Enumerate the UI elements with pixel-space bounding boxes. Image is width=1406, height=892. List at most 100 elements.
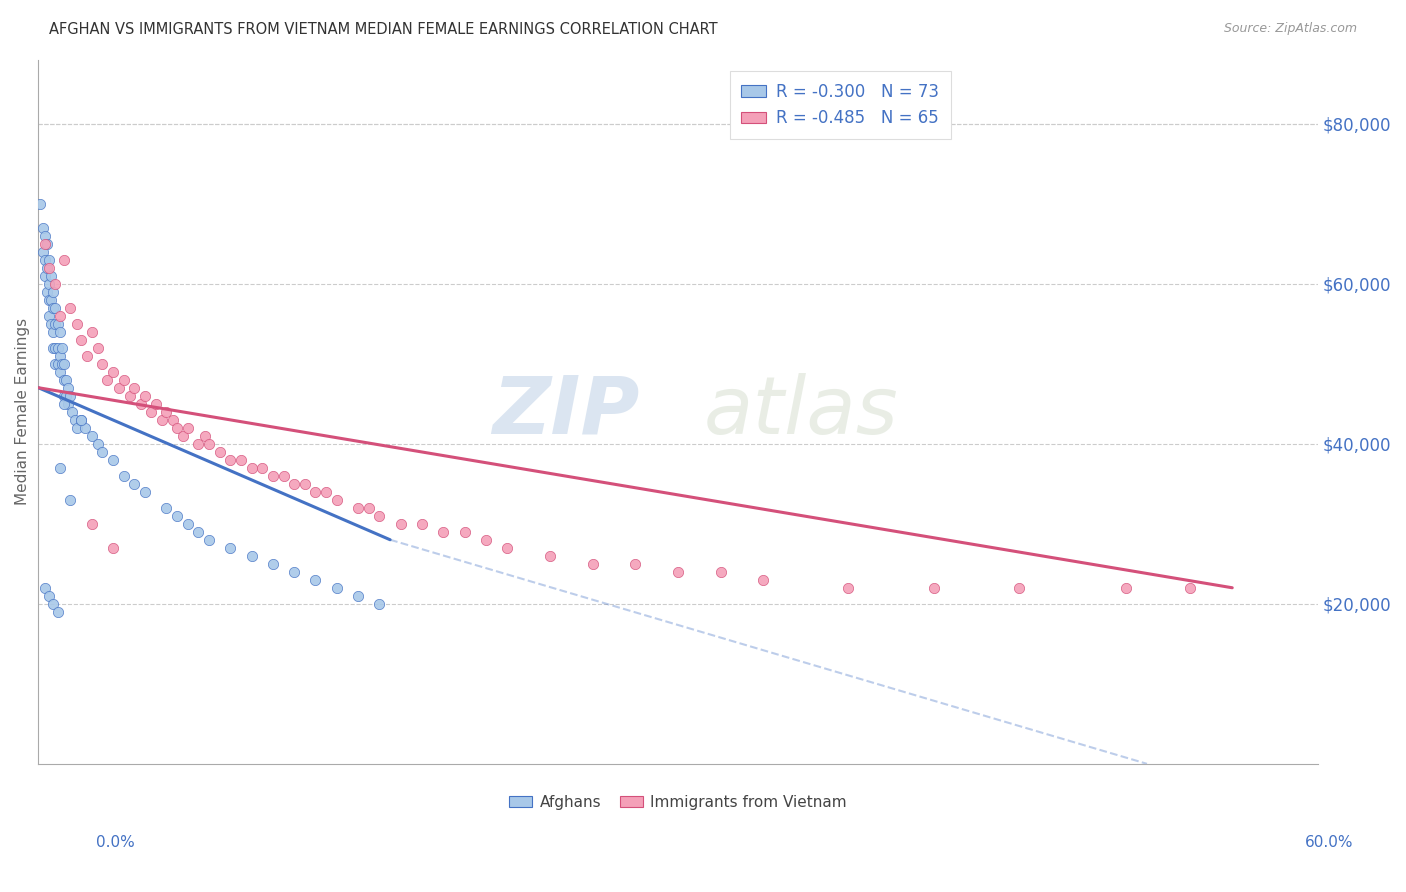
Point <box>347 500 370 515</box>
Point <box>91 357 114 371</box>
Point <box>48 349 70 363</box>
Point <box>75 420 97 434</box>
Point <box>51 341 73 355</box>
Point <box>108 381 131 395</box>
Point <box>66 420 89 434</box>
Point <box>34 268 56 283</box>
Point <box>134 389 156 403</box>
Point <box>219 541 242 555</box>
Point <box>155 405 177 419</box>
Point <box>262 557 284 571</box>
Point <box>208 444 231 458</box>
Point <box>538 549 561 563</box>
Point <box>52 252 75 267</box>
Point <box>454 524 477 539</box>
Point <box>122 476 145 491</box>
Point <box>52 373 75 387</box>
Point <box>922 581 945 595</box>
Text: 0.0%: 0.0% <box>96 836 135 850</box>
Point <box>229 452 252 467</box>
Point <box>187 524 209 539</box>
Point <box>326 581 349 595</box>
Point <box>55 373 77 387</box>
Point <box>35 260 58 275</box>
Point <box>80 516 103 531</box>
Point <box>52 389 75 403</box>
Point <box>357 500 380 515</box>
Point <box>62 405 84 419</box>
Text: atlas: atlas <box>703 373 898 450</box>
Point <box>96 373 118 387</box>
Point <box>496 541 519 555</box>
Point <box>304 573 326 587</box>
Point <box>34 581 56 595</box>
Point <box>51 357 73 371</box>
Point <box>48 460 70 475</box>
Point <box>166 508 188 523</box>
Point <box>39 268 62 283</box>
Point <box>46 341 69 355</box>
Point <box>70 413 93 427</box>
Text: Source: ZipAtlas.com: Source: ZipAtlas.com <box>1223 22 1357 36</box>
Point <box>315 484 337 499</box>
Point <box>30 196 52 211</box>
Point <box>42 325 65 339</box>
Point <box>48 309 70 323</box>
Point <box>1115 581 1137 595</box>
Point <box>150 413 173 427</box>
Point <box>582 557 605 571</box>
Point <box>166 420 188 434</box>
Point <box>273 468 295 483</box>
Point <box>70 333 93 347</box>
Point <box>48 325 70 339</box>
Point <box>176 420 198 434</box>
Point <box>38 260 60 275</box>
Point <box>87 341 110 355</box>
Point <box>48 365 70 379</box>
Point <box>101 541 124 555</box>
Point <box>38 309 60 323</box>
Point <box>141 405 163 419</box>
Point <box>101 452 124 467</box>
Point <box>1008 581 1031 595</box>
Point <box>39 293 62 307</box>
Point <box>52 357 75 371</box>
Point <box>129 397 152 411</box>
Point <box>101 365 124 379</box>
Point <box>162 413 184 427</box>
Point <box>80 325 103 339</box>
Point <box>44 277 66 291</box>
Point <box>368 597 391 611</box>
Point <box>80 428 103 442</box>
Point <box>432 524 454 539</box>
Point <box>55 389 77 403</box>
Point <box>240 460 263 475</box>
Point <box>31 244 53 259</box>
Point <box>283 476 305 491</box>
Text: 60.0%: 60.0% <box>1305 836 1353 850</box>
Point <box>198 436 221 450</box>
Point <box>294 476 316 491</box>
Point <box>34 236 56 251</box>
Point <box>56 397 79 411</box>
Point <box>112 468 135 483</box>
Point <box>35 285 58 299</box>
Point <box>155 500 177 515</box>
Point <box>44 301 66 315</box>
Point <box>666 565 689 579</box>
Point <box>38 589 60 603</box>
Y-axis label: Median Female Earnings: Median Female Earnings <box>15 318 30 505</box>
Point <box>172 428 194 442</box>
Point <box>304 484 326 499</box>
Point <box>35 236 58 251</box>
Point <box>38 252 60 267</box>
Point <box>122 381 145 395</box>
Point <box>31 220 53 235</box>
Point <box>66 317 89 331</box>
Point <box>250 460 273 475</box>
Point <box>76 349 98 363</box>
Point <box>38 293 60 307</box>
Point <box>709 565 731 579</box>
Point <box>176 516 198 531</box>
Text: AFGHAN VS IMMIGRANTS FROM VIETNAM MEDIAN FEMALE EARNINGS CORRELATION CHART: AFGHAN VS IMMIGRANTS FROM VIETNAM MEDIAN… <box>49 22 718 37</box>
